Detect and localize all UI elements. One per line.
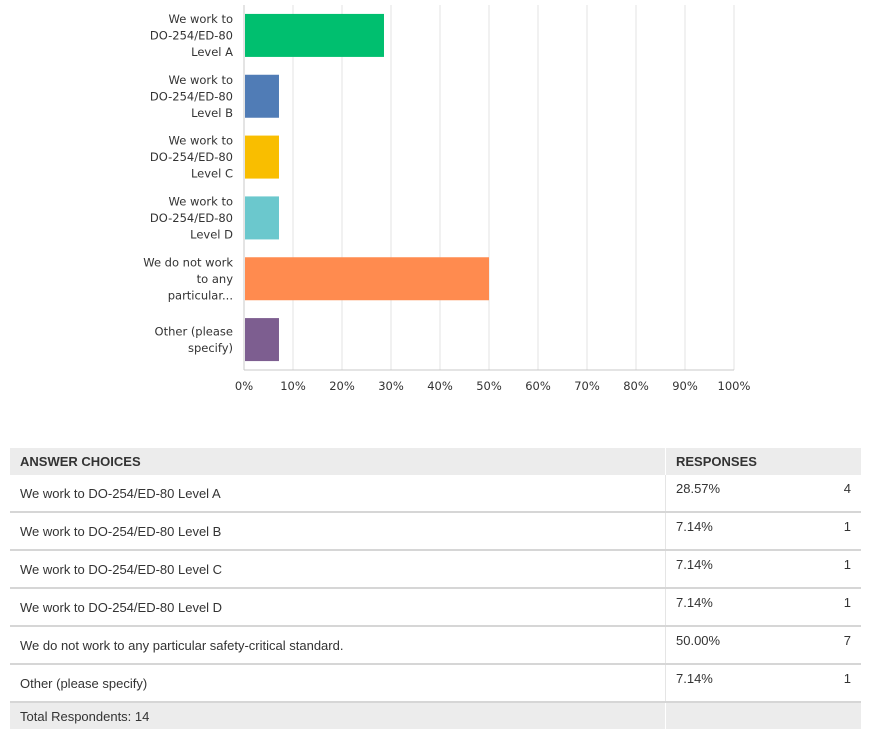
answer-choice-cell: We work to DO-254/ED-80 Level C [10,550,666,589]
percent-cell: 50.00% [664,626,803,665]
table-header: ANSWER CHOICES RESPONSES [10,448,861,475]
category-label-line: Level D [190,227,233,241]
category-label-line: Level B [191,106,233,120]
category-label-line: DO-254/ED-80 [150,150,233,164]
percent-cell: 28.57% [664,475,803,513]
table-row: We work to DO-254/ED-80 Level C 7.14% 1 [10,550,861,589]
category-label-line: We do not work [143,255,233,269]
category-label-line: DO-254/ED-80 [150,89,233,103]
category-label-line: particular... [168,288,233,302]
bar [245,257,489,301]
category-label: We work to DO-254/ED-80 Level A [150,12,233,59]
count-cell: 7 [802,626,861,665]
category-label-line: Other (please [155,324,233,338]
category-label: We work to DO-254/ED-80 Level D [150,194,233,241]
answer-choice-cell: We work to DO-254/ED-80 Level B [10,512,666,551]
count-cell: 1 [802,664,861,703]
table-row: We work to DO-254/ED-80 Level D 7.14% 1 [10,588,861,627]
table-row: Other (please specify) 7.14% 1 [10,664,861,703]
x-tick-label: 80% [623,379,649,393]
category-label: We work to DO-254/ED-80 Level B [150,73,233,120]
x-tick-label: 70% [574,379,600,393]
bar [245,135,279,179]
answer-choice-cell: Other (please specify) [10,664,666,703]
header-responses: RESPONSES [665,448,861,475]
total-respondents: Total Respondents: 14 [10,702,666,729]
total-row: Total Respondents: 14 [10,702,861,729]
table-row: We do not work to any particular safety-… [10,626,861,665]
percent-cell: 7.14% [664,588,803,627]
header-answer-choices: ANSWER CHOICES [10,448,666,475]
x-tick-label: 50% [476,379,502,393]
x-tick-label: 60% [525,379,551,393]
category-label-line: We work to [169,12,233,26]
bar-chart: 0% 10% 20% 30% 40% 50% 60% 70% 80% 90% 100% We work… [143,5,751,393]
answer-choice-cell: We do not work to any particular safety-… [10,626,666,665]
total-blank-cell [665,702,861,729]
x-tick-label: 0% [235,379,253,393]
table-row: We work to DO-254/ED-80 Level A 28.57% 4 [10,475,861,513]
category-label-line: specify) [188,341,233,355]
bar [245,13,384,57]
category-label-line: We work to [169,134,233,148]
category-label: Other (please specify) [155,324,233,355]
category-label: We do not work to any particular... [143,255,233,302]
x-tick-label: 10% [280,379,306,393]
category-label: We work to DO-254/ED-80 Level C [150,134,233,181]
count-cell: 4 [802,475,861,513]
count-cell: 1 [802,588,861,627]
category-label-line: We work to [169,73,233,87]
x-tick-label: 30% [378,379,404,393]
category-label-line: to any [197,272,234,286]
x-tick-label: 40% [427,379,453,393]
category-label-line: DO-254/ED-80 [150,28,233,42]
x-tick-label: 100% [718,379,751,393]
x-tick-label: 20% [329,379,355,393]
answer-choice-cell: We work to DO-254/ED-80 Level A [10,475,666,513]
category-label-line: Level C [191,167,233,181]
percent-cell: 7.14% [664,664,803,703]
bar [245,74,279,118]
category-label-line: Level A [191,45,233,59]
percent-cell: 7.14% [664,550,803,589]
x-tick-label: 90% [672,379,698,393]
percent-cell: 7.14% [664,512,803,551]
count-cell: 1 [802,512,861,551]
category-label-line: DO-254/ED-80 [150,211,233,225]
table-row: We work to DO-254/ED-80 Level B 7.14% 1 [10,512,861,551]
category-label-line: We work to [169,194,233,208]
answer-choice-cell: We work to DO-254/ED-80 Level D [10,588,666,627]
bar [245,196,279,240]
count-cell: 1 [802,550,861,589]
bar [245,318,279,362]
responses-table: ANSWER CHOICES RESPONSES We work to DO-2… [10,448,861,729]
